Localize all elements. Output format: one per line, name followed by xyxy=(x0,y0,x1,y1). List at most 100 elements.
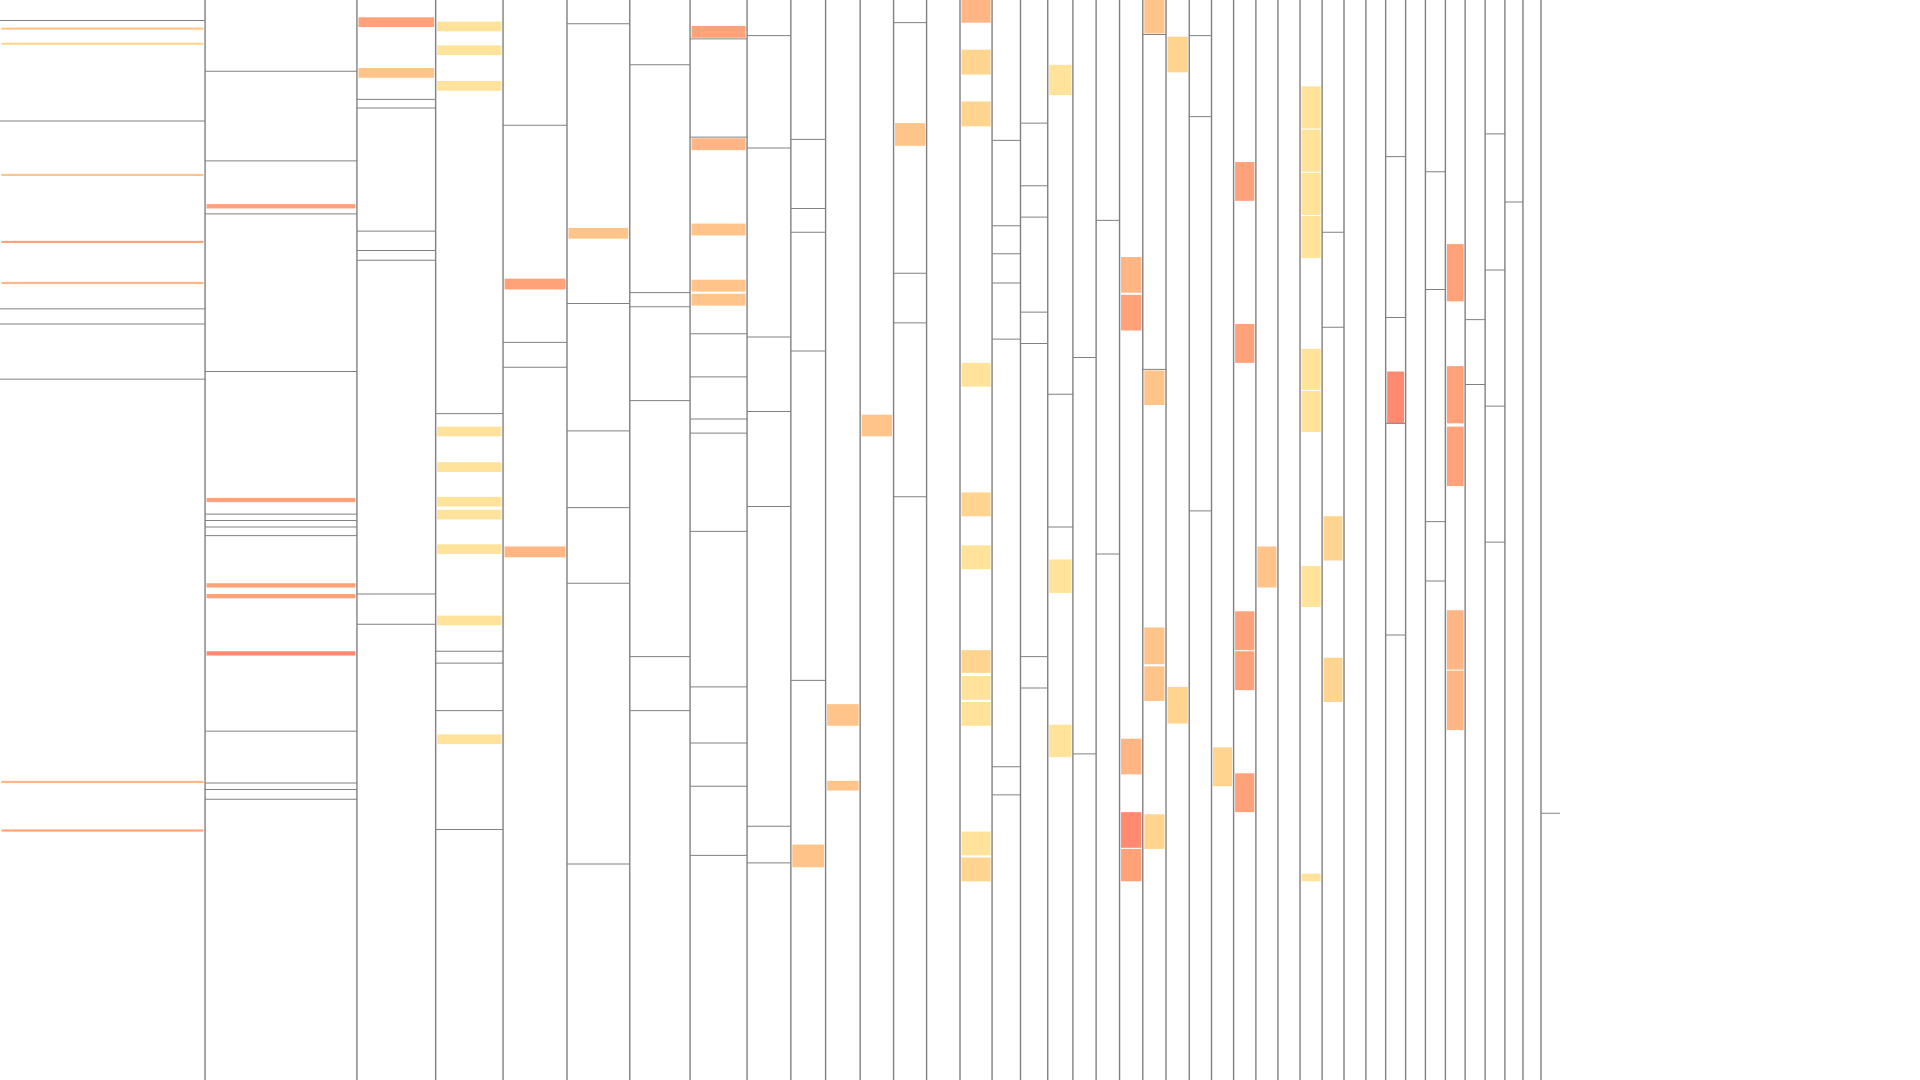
cell-20-2 xyxy=(1121,738,1142,775)
column-12 xyxy=(892,0,927,1080)
cell-3-9 xyxy=(437,734,502,745)
cell-1-0 xyxy=(206,204,356,209)
cell-3-6 xyxy=(437,509,502,520)
cell-17-0 xyxy=(1049,64,1072,96)
cell-26-0 xyxy=(1257,546,1277,588)
column-37 xyxy=(1484,0,1505,1080)
column-6 xyxy=(629,0,691,1080)
cell-3-8 xyxy=(437,615,502,626)
cell-3-0 xyxy=(437,21,502,32)
cell-20-0 xyxy=(1121,257,1142,293)
cell-4-0 xyxy=(504,278,566,290)
cell-14-6 xyxy=(961,650,991,673)
cell-21-0 xyxy=(1144,0,1165,34)
cell-28-4 xyxy=(1301,348,1321,390)
cell-0-2 xyxy=(1,173,204,177)
column-24 xyxy=(1210,0,1233,1080)
column-34 xyxy=(1424,0,1446,1080)
column-25 xyxy=(1232,0,1255,1080)
column-23 xyxy=(1188,0,1212,1080)
column-7 xyxy=(689,0,748,1080)
column-22 xyxy=(1165,0,1188,1080)
cell-21-2 xyxy=(1144,627,1165,665)
cell-9-0 xyxy=(792,844,825,868)
cell-11-0 xyxy=(861,414,893,437)
cell-3-4 xyxy=(437,462,502,472)
cell-25-3 xyxy=(1235,651,1255,691)
cell-14-7 xyxy=(961,676,991,700)
cell-28-1 xyxy=(1301,129,1321,172)
cell-21-3 xyxy=(1144,666,1165,701)
cell-32-0 xyxy=(1387,371,1405,424)
cell-14-2 xyxy=(961,101,991,127)
cell-17-1 xyxy=(1049,559,1072,593)
cell-14-8 xyxy=(961,702,991,726)
cell-4-1 xyxy=(504,546,566,558)
cell-1-3 xyxy=(206,594,356,599)
cell-20-3 xyxy=(1121,812,1142,848)
column-38 xyxy=(1504,0,1523,1080)
cell-21-4 xyxy=(1144,814,1165,849)
column-5 xyxy=(566,0,630,1080)
cell-3-3 xyxy=(437,426,502,437)
column-11 xyxy=(859,0,893,1080)
column-36 xyxy=(1464,0,1486,1080)
cell-3-2 xyxy=(437,81,502,91)
column-4 xyxy=(502,0,567,1080)
cell-28-3 xyxy=(1301,216,1321,259)
column-8 xyxy=(746,0,791,1080)
cell-29-0 xyxy=(1323,516,1343,561)
cell-28-0 xyxy=(1301,86,1321,129)
cell-5-0 xyxy=(568,227,629,239)
cell-35-4 xyxy=(1446,670,1464,731)
cell-24-0 xyxy=(1213,747,1233,787)
cell-7-1 xyxy=(691,138,746,151)
cell-28-5 xyxy=(1301,390,1321,432)
cell-28-6 xyxy=(1301,565,1321,607)
cell-35-1 xyxy=(1446,366,1464,424)
cell-20-4 xyxy=(1121,848,1142,882)
cell-7-2 xyxy=(691,223,746,236)
column-21 xyxy=(1142,0,1167,1080)
cell-10-0 xyxy=(827,704,859,726)
cell-22-0 xyxy=(1167,36,1188,73)
cell-25-4 xyxy=(1235,773,1255,813)
cell-7-0 xyxy=(691,25,746,38)
column-19 xyxy=(1095,0,1120,1080)
cell-7-4 xyxy=(691,293,746,306)
column-28 xyxy=(1299,0,1321,1080)
cell-12-0 xyxy=(895,123,926,146)
column-9 xyxy=(790,0,826,1080)
cell-0-1 xyxy=(1,42,204,45)
cell-35-2 xyxy=(1446,426,1464,486)
cell-35-0 xyxy=(1446,244,1464,302)
column-3 xyxy=(434,0,504,1080)
cell-1-4 xyxy=(206,651,356,656)
cell-14-3 xyxy=(961,362,991,387)
column-2 xyxy=(356,0,436,1080)
cell-7-3 xyxy=(691,279,746,292)
column-16 xyxy=(1019,0,1048,1080)
column-35 xyxy=(1444,0,1464,1080)
cell-0-3 xyxy=(1,240,204,243)
cell-25-1 xyxy=(1235,324,1255,363)
column-26 xyxy=(1255,0,1277,1080)
cell-3-1 xyxy=(437,45,502,56)
cell-25-0 xyxy=(1235,162,1255,201)
cell-14-9 xyxy=(961,831,991,856)
cell-25-2 xyxy=(1235,611,1255,651)
cell-17-2 xyxy=(1049,724,1072,758)
cell-14-4 xyxy=(961,492,991,517)
column-32 xyxy=(1384,0,1406,1080)
cell-10-1 xyxy=(827,780,859,791)
column-15 xyxy=(991,0,1021,1080)
column-17 xyxy=(1047,0,1073,1080)
cell-14-5 xyxy=(961,545,991,570)
cell-0-4 xyxy=(1,281,204,285)
column-1 xyxy=(204,0,357,1080)
cell-2-1 xyxy=(358,68,435,78)
cell-3-7 xyxy=(437,544,502,555)
cell-14-10 xyxy=(961,857,991,882)
cell-2-0 xyxy=(358,17,435,27)
cell-1-2 xyxy=(206,583,356,588)
